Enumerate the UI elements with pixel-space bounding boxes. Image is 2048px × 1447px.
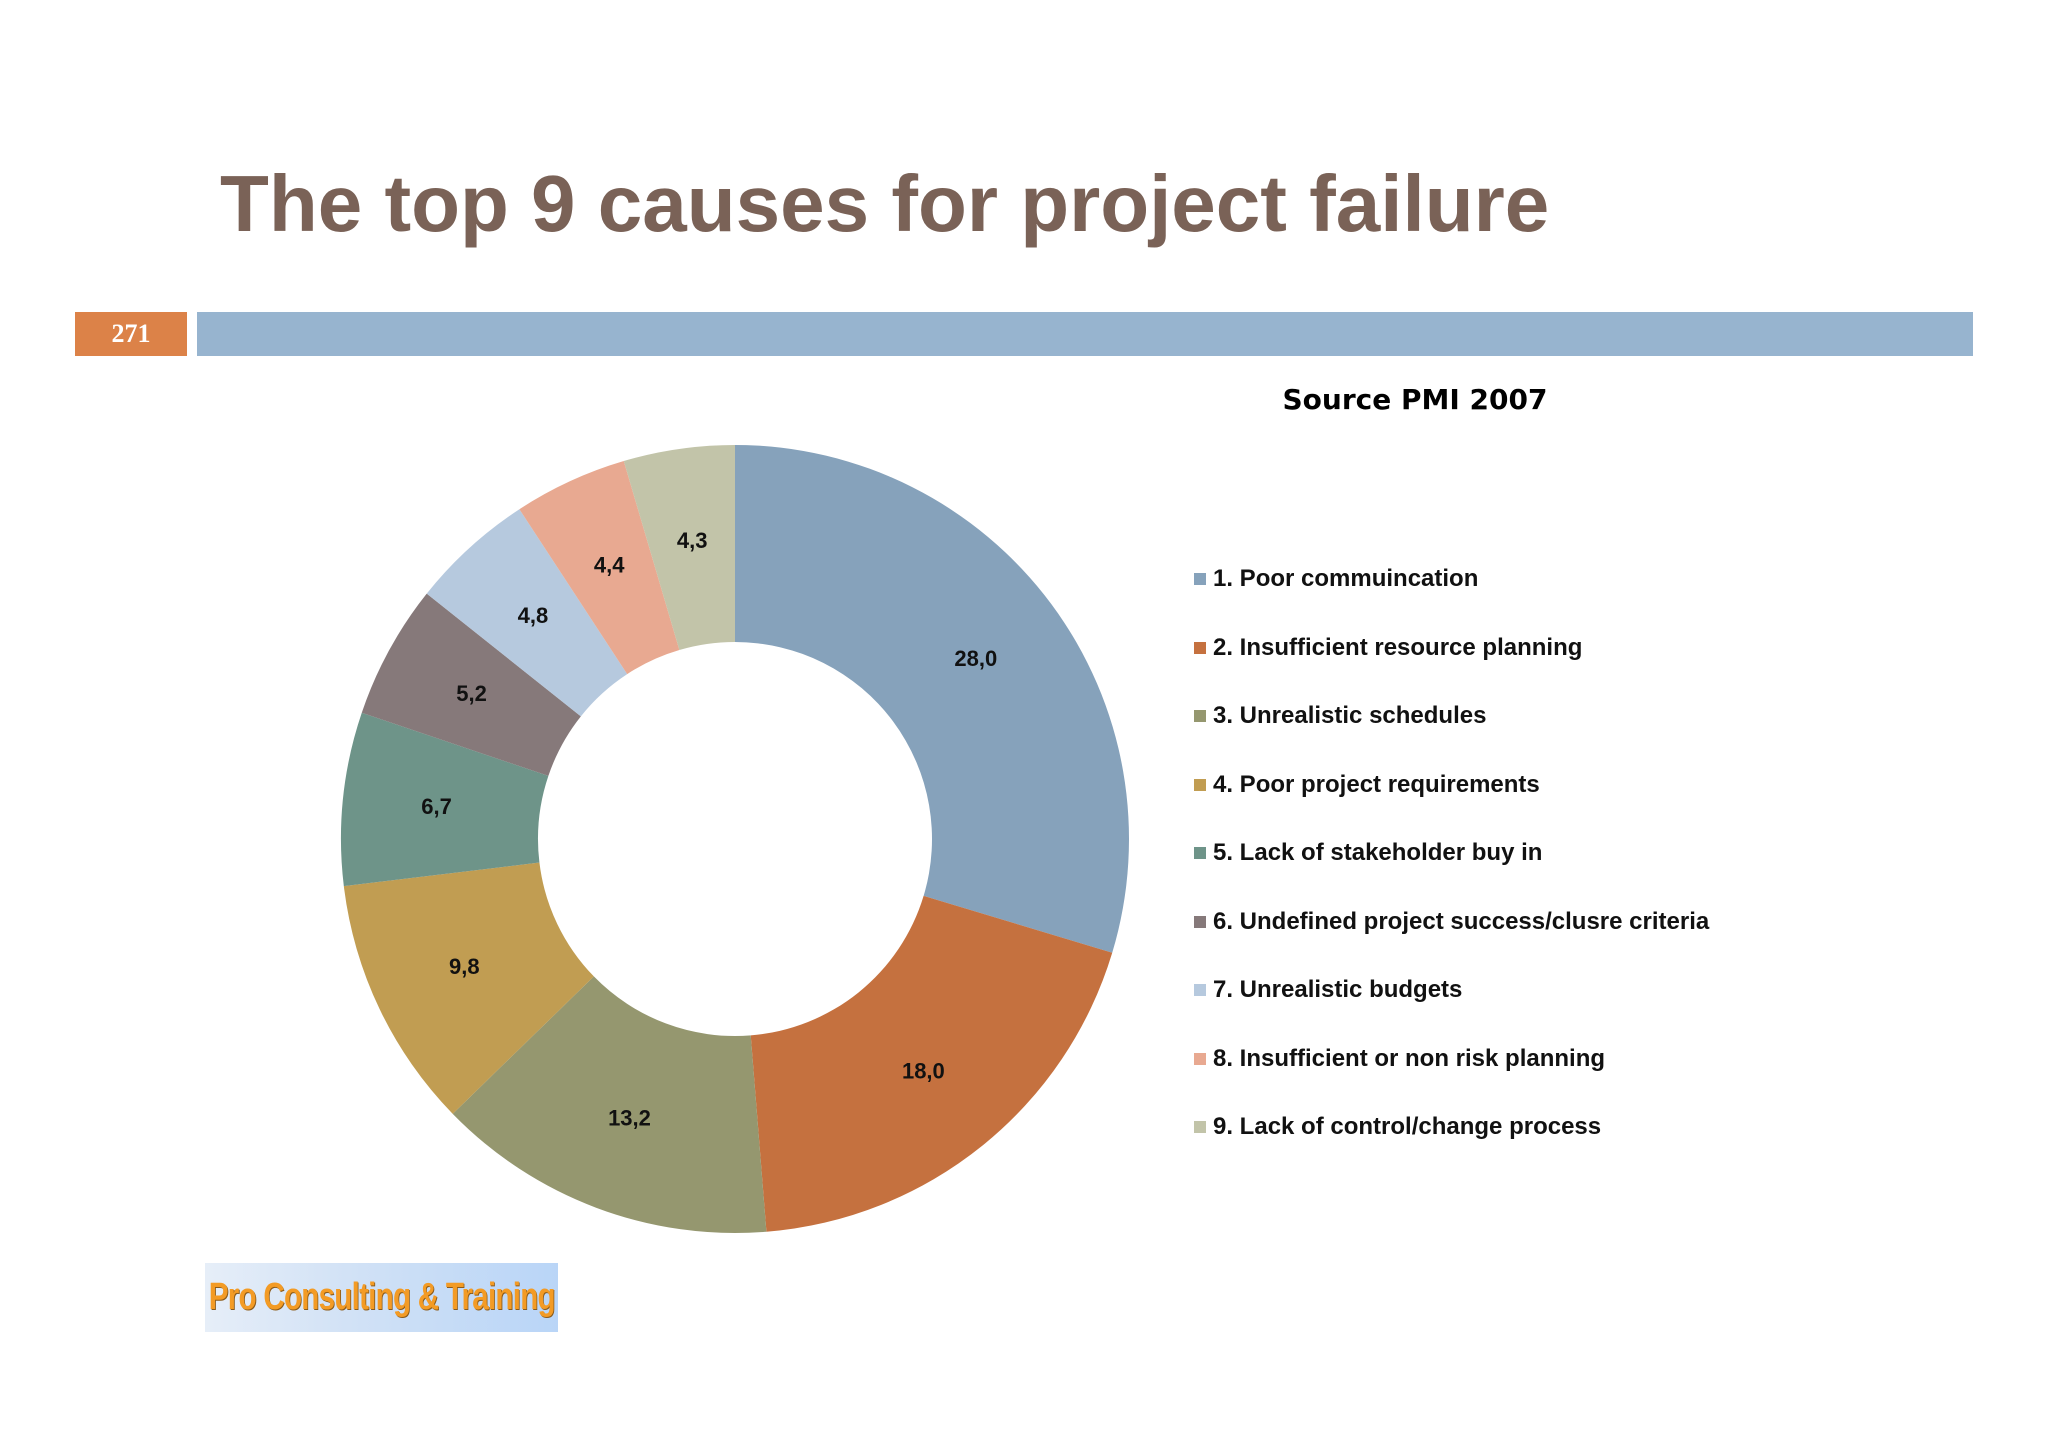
- legend-swatch: [1194, 1121, 1206, 1134]
- logo-text: Pro Consulting & Training: [208, 1276, 555, 1318]
- slice-data-label-9: 4,3: [677, 528, 708, 553]
- slice-data-label-4: 9,8: [449, 954, 480, 979]
- donut-slice-1: [735, 445, 1129, 953]
- legend-swatch: [1194, 847, 1206, 860]
- legend-item: 4. Poor project requirements: [1194, 751, 1709, 820]
- donut-chart: 28,0 18,0 13,2 9,8 6,7 5,2 4,8 4,4 4,3: [341, 445, 1129, 1233]
- legend-label: 4. Poor project requirements: [1213, 770, 1540, 798]
- slice-data-label-2: 18,0: [902, 1058, 945, 1083]
- page-number-badge: 271: [75, 312, 187, 356]
- donut-slice-2: [750, 895, 1113, 1232]
- slice-data-label-5: 6,7: [421, 794, 452, 819]
- legend-label: 6. Undefined project success/clusre crit…: [1213, 907, 1710, 935]
- slice-data-label-8: 4,4: [594, 552, 625, 577]
- donut-slice-5: [341, 712, 549, 887]
- title-divider-bar: [197, 312, 1973, 356]
- donut-slice-7: [426, 509, 628, 717]
- legend-item: 2. Insufficient resource planning: [1194, 614, 1709, 683]
- donut-slice-6: [361, 593, 581, 776]
- legend-item: 7. Unrealistic budgets: [1194, 956, 1709, 1025]
- company-logo: Pro Consulting & Training: [205, 1263, 558, 1332]
- legend-item: 6. Undefined project success/clusre crit…: [1194, 888, 1709, 957]
- legend-swatch: [1194, 573, 1206, 586]
- legend-item: 8. Insufficient or non risk planning: [1194, 1025, 1709, 1094]
- legend-item: 1. Poor commuincation: [1194, 545, 1709, 614]
- legend-swatch: [1194, 710, 1206, 723]
- slice-data-label-1: 28,0: [954, 646, 997, 671]
- legend-swatch: [1194, 641, 1206, 654]
- legend-label: 9. Lack of control/change process: [1213, 1113, 1602, 1141]
- legend-label: 5. Lack of stakeholder buy in: [1213, 839, 1543, 867]
- donut-slice-4: [343, 862, 594, 1114]
- slice-data-label-7: 4,8: [518, 603, 549, 628]
- legend-swatch: [1194, 1052, 1206, 1065]
- slide-title: The top 9 causes for project failure: [220, 159, 1550, 248]
- legend-swatch: [1194, 984, 1206, 997]
- chart-legend: 1. Poor commuincation 2. Insufficient res…: [1194, 545, 1709, 1162]
- source-note: Source PMI 2007: [1282, 383, 1548, 416]
- legend-label: 8. Insufficient or non risk planning: [1213, 1044, 1606, 1072]
- slice-data-label-6: 5,2: [456, 681, 487, 706]
- legend-swatch: [1194, 915, 1206, 928]
- legend-label: 1. Poor commuincation: [1213, 565, 1479, 593]
- legend-item: 3. Unrealistic schedules: [1194, 682, 1709, 751]
- legend-label: 2. Insufficient resource planning: [1213, 633, 1583, 661]
- legend-item: 9. Lack of control/change process: [1194, 1093, 1709, 1162]
- donut-slice-3: [452, 976, 767, 1233]
- legend-label: 3. Unrealistic schedules: [1213, 702, 1487, 730]
- legend-label: 7. Unrealistic budgets: [1213, 976, 1463, 1004]
- legend-item: 5. Lack of stakeholder buy in: [1194, 819, 1709, 888]
- donut-slice-8: [519, 461, 680, 675]
- donut-slice-9: [623, 445, 735, 651]
- slice-data-label-3: 13,2: [608, 1106, 651, 1131]
- legend-swatch: [1194, 778, 1206, 791]
